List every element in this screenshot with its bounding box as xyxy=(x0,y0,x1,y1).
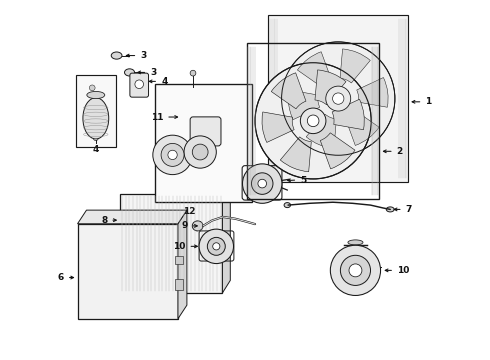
Bar xyxy=(175,256,183,264)
Circle shape xyxy=(93,135,98,140)
Text: 7: 7 xyxy=(406,205,412,214)
Ellipse shape xyxy=(83,98,109,139)
Circle shape xyxy=(255,63,371,179)
Text: 2: 2 xyxy=(397,147,403,156)
Ellipse shape xyxy=(87,91,105,99)
Text: 11: 11 xyxy=(151,113,163,122)
Circle shape xyxy=(207,237,225,255)
Text: 4: 4 xyxy=(161,77,168,86)
Wedge shape xyxy=(306,114,337,148)
Bar xyxy=(155,84,252,202)
Circle shape xyxy=(192,144,208,160)
Wedge shape xyxy=(262,112,294,143)
Circle shape xyxy=(330,245,381,296)
Wedge shape xyxy=(280,137,311,172)
Bar xyxy=(247,43,379,199)
Wedge shape xyxy=(345,110,379,145)
Circle shape xyxy=(184,136,216,168)
Circle shape xyxy=(153,135,192,175)
Text: 10: 10 xyxy=(173,242,186,251)
Wedge shape xyxy=(340,49,370,83)
Circle shape xyxy=(199,229,234,264)
Wedge shape xyxy=(320,133,355,169)
Polygon shape xyxy=(178,210,187,319)
Circle shape xyxy=(333,93,344,104)
FancyBboxPatch shape xyxy=(190,117,221,146)
Text: 12: 12 xyxy=(184,207,196,216)
Circle shape xyxy=(326,86,351,111)
Circle shape xyxy=(251,173,273,194)
Wedge shape xyxy=(289,90,320,120)
Polygon shape xyxy=(77,224,178,319)
Ellipse shape xyxy=(111,52,122,59)
Circle shape xyxy=(307,115,319,127)
Polygon shape xyxy=(120,194,222,293)
Text: 5: 5 xyxy=(300,176,306,185)
Text: 10: 10 xyxy=(397,266,410,275)
Text: 1: 1 xyxy=(425,97,432,106)
Text: 6: 6 xyxy=(58,273,64,282)
Circle shape xyxy=(258,179,267,188)
Text: 3: 3 xyxy=(140,51,147,60)
Ellipse shape xyxy=(192,221,203,231)
Ellipse shape xyxy=(386,207,394,212)
Circle shape xyxy=(282,42,395,155)
Text: 9: 9 xyxy=(181,221,188,230)
Circle shape xyxy=(243,164,282,203)
Wedge shape xyxy=(297,52,331,87)
Text: 4: 4 xyxy=(93,145,99,154)
Wedge shape xyxy=(332,99,364,130)
Bar xyxy=(269,15,408,182)
Ellipse shape xyxy=(284,203,291,208)
Circle shape xyxy=(213,243,220,250)
Circle shape xyxy=(135,80,144,89)
Bar xyxy=(76,75,116,147)
Circle shape xyxy=(190,70,196,76)
Circle shape xyxy=(349,264,362,277)
Circle shape xyxy=(91,93,94,97)
Polygon shape xyxy=(222,182,230,293)
Ellipse shape xyxy=(124,69,135,76)
Circle shape xyxy=(161,143,184,166)
Wedge shape xyxy=(357,77,388,107)
Bar xyxy=(175,279,183,290)
Wedge shape xyxy=(271,73,306,109)
Text: 3: 3 xyxy=(150,68,157,77)
Text: 8: 8 xyxy=(101,216,107,225)
Circle shape xyxy=(89,85,95,91)
FancyBboxPatch shape xyxy=(130,73,148,97)
Circle shape xyxy=(300,108,326,134)
Wedge shape xyxy=(315,70,346,105)
Circle shape xyxy=(168,150,177,159)
Ellipse shape xyxy=(348,240,363,245)
Polygon shape xyxy=(77,210,187,224)
Circle shape xyxy=(341,255,370,285)
